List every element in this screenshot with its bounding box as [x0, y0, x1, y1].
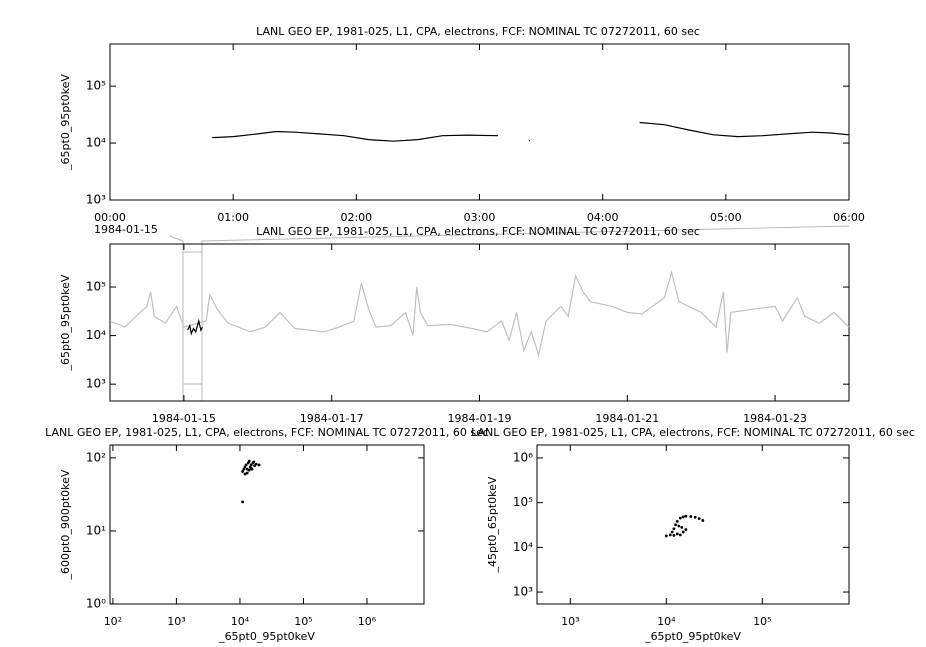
scatter-point — [701, 519, 705, 522]
scatter-point — [245, 471, 249, 475]
scatter-point — [241, 500, 244, 504]
x-tick-label: 10⁶ — [358, 615, 377, 628]
x-tick-label: 00:00 — [94, 211, 126, 224]
scatter-point — [243, 472, 247, 476]
x-tick-label: 02:00 — [340, 211, 372, 224]
scatter-point — [681, 530, 685, 534]
plot-frame — [109, 444, 425, 605]
y-tick-label: 10⁰ — [86, 597, 106, 611]
x-tick-label: 10⁵ — [753, 615, 771, 628]
y-axis-label: _45pt0_65pt0keV — [486, 476, 499, 573]
data-line — [187, 318, 203, 336]
scatter-point — [680, 525, 684, 529]
scatter-point — [677, 524, 681, 528]
plot-frame — [109, 243, 850, 402]
data-line — [212, 121, 850, 142]
x-tick-label: 10³ — [561, 615, 579, 628]
scatter-point — [247, 468, 251, 472]
x-tick-label: 04:00 — [587, 211, 619, 224]
scatter-point — [678, 516, 682, 520]
scatter-point — [675, 520, 679, 523]
y-axis-label: _65pt0_95pt0keV — [59, 74, 72, 171]
y-tick-label: 10³ — [513, 585, 533, 599]
y-tick-label: 10² — [86, 450, 106, 464]
scatter-point — [249, 463, 253, 467]
y-tick-label: 10⁴ — [86, 328, 106, 342]
zoom-connector — [169, 235, 184, 242]
x-axis-label: _65pt0_95pt0keV — [644, 630, 741, 643]
scatter-point — [697, 517, 701, 520]
scatter-point — [678, 533, 682, 537]
x-tick-label: 10⁴ — [231, 615, 250, 628]
chart-title: LANL GEO EP, 1981-025, L1, CPA, electron… — [256, 25, 700, 38]
scatter-point — [257, 463, 261, 467]
scatter-point — [668, 533, 672, 537]
x-tick-label: 03:00 — [464, 211, 496, 224]
x-tick-label: 1984-01-21 — [595, 412, 659, 425]
y-axis-label: _600pt0_900pt0keV — [59, 469, 72, 580]
chart-title: LANL GEO EP, 1981-025, L1, CPA, electron… — [45, 426, 489, 439]
y-tick-label: 10⁵ — [86, 79, 106, 93]
x-tick-label: 05:00 — [710, 211, 742, 224]
scatter-point — [674, 523, 678, 527]
y-tick-label: 10⁶ — [513, 450, 533, 464]
scatter-point — [693, 515, 697, 519]
x-tick-label: 10⁵ — [294, 615, 312, 628]
x-tick-label: 1984-01-19 — [448, 412, 512, 425]
scatter-point — [254, 462, 258, 466]
scatter-point — [247, 459, 251, 463]
scatter-point — [252, 460, 256, 464]
x-tick-label: 1984-01-17 — [300, 412, 364, 425]
chart-title: LANL GEO EP, 1981-025, L1, CPA, electron… — [256, 225, 700, 238]
y-axis-label: _65pt0_95pt0keV — [59, 274, 72, 371]
x-tick-label: 10² — [104, 615, 122, 628]
x-tick-label: 06:00 — [833, 211, 865, 224]
x-tick-label: 10³ — [167, 615, 185, 628]
scatter-point — [684, 514, 688, 518]
scatter-point — [664, 534, 668, 538]
scatter-point — [689, 515, 693, 518]
scatter-point — [242, 467, 246, 471]
scatter-point — [249, 466, 253, 470]
y-tick-label: 10⁵ — [513, 495, 533, 509]
scatter-point — [241, 470, 244, 473]
data-line — [109, 270, 850, 358]
plot-frame — [536, 444, 850, 605]
scatter-point — [672, 527, 676, 531]
y-tick-label: 10⁴ — [513, 540, 533, 554]
scatter-point — [244, 463, 248, 467]
scatter-point — [681, 515, 685, 519]
scatter-point — [670, 530, 674, 534]
x-tick-label: 01:00 — [217, 211, 249, 224]
x-tick-label: 10⁴ — [657, 615, 676, 628]
x-axis-date: 1984-01-15 — [94, 223, 158, 236]
x-axis-label: _65pt0_95pt0keV — [218, 630, 315, 643]
y-tick-label: 10¹ — [86, 523, 106, 537]
scatter-point — [243, 465, 247, 469]
chart-title: LANL GEO EP, 1981-025, L1, CPA, electron… — [471, 426, 915, 439]
scatter-point — [684, 528, 688, 531]
y-tick-label: 10³ — [86, 377, 106, 391]
plot-frame — [109, 43, 850, 201]
y-tick-label: 10³ — [86, 193, 106, 207]
scatter-point — [675, 532, 679, 536]
zoom-connector — [201, 225, 850, 242]
x-tick-label: 1984-01-15 — [152, 412, 216, 425]
scatter-point — [672, 534, 676, 537]
y-tick-label: 10⁴ — [86, 136, 106, 150]
x-tick-label: 1984-01-23 — [743, 412, 807, 425]
y-tick-label: 10⁵ — [86, 280, 106, 294]
